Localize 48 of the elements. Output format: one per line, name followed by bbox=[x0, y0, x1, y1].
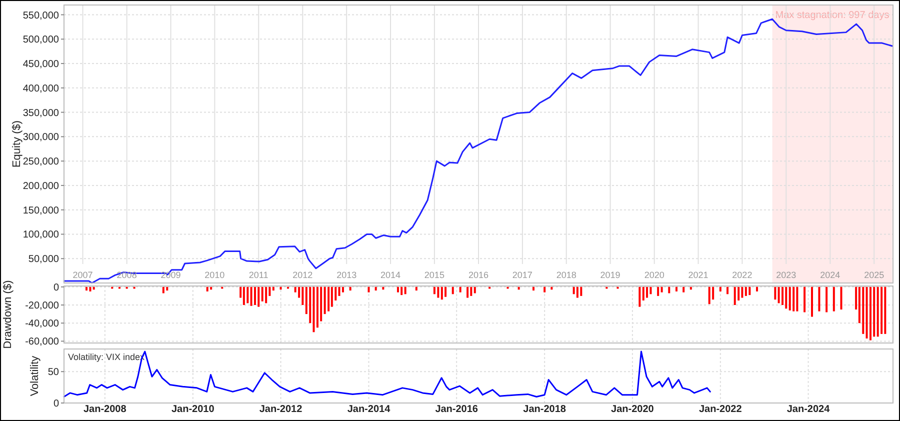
y-axis-title: Equity ($) bbox=[11, 120, 23, 168]
y-tick-label: 0 bbox=[53, 398, 60, 410]
y-tick-label: -60,000 bbox=[25, 336, 60, 348]
y-tick-label: -40,000 bbox=[25, 318, 60, 330]
y-tick-label: 100,000 bbox=[22, 230, 60, 241]
y-tick-label: 550,000 bbox=[22, 10, 60, 22]
x-tick-label: 2009 bbox=[160, 270, 181, 280]
y-tick-label: 400,000 bbox=[22, 83, 60, 94]
x-tick-label: 2021 bbox=[688, 270, 708, 280]
y-tick-label: 50,000 bbox=[28, 254, 60, 266]
x-tick-label: Jan-2018 bbox=[523, 404, 566, 415]
x-tick-label: Jan-2014 bbox=[347, 404, 391, 415]
x-tick-label: Jan-2022 bbox=[699, 404, 742, 415]
x-tick-label: 2020 bbox=[644, 270, 664, 280]
x-tick-label: Jan-2008 bbox=[84, 404, 127, 415]
x-tick-label: 2022 bbox=[732, 270, 752, 280]
line-series bbox=[63, 350, 711, 398]
x-tick-label: 2019 bbox=[600, 270, 620, 280]
y-tick-label: 150,000 bbox=[22, 205, 60, 216]
y-tick-label: 250,000 bbox=[22, 156, 60, 168]
x-tick-label: 2007 bbox=[72, 270, 93, 280]
x-tick-label: Jan-2010 bbox=[171, 404, 215, 415]
y-axis-title: Drawdown ($) bbox=[2, 280, 14, 349]
x-tick-label: 2015 bbox=[424, 270, 444, 280]
x-tick-label: 2023 bbox=[776, 270, 796, 280]
x-tick-label: 2014 bbox=[380, 270, 401, 280]
x-tick-label: 2012 bbox=[292, 270, 313, 280]
y-tick-label: 0 bbox=[53, 282, 60, 294]
y-tick-label: 350,000 bbox=[22, 108, 60, 119]
y-tick-label: -20,000 bbox=[25, 300, 60, 312]
y-axis-title: Volatility bbox=[29, 355, 41, 396]
x-tick-label: 2013 bbox=[336, 270, 357, 280]
y-tick-label: 200,000 bbox=[22, 180, 60, 192]
x-tick-label: 2010 bbox=[204, 270, 225, 280]
x-tick-label: 2024 bbox=[820, 270, 840, 280]
x-tick-label: Jan-2012 bbox=[259, 404, 303, 415]
x-tick-label: 2025 bbox=[864, 270, 884, 280]
y-tick-label: 50 bbox=[48, 367, 60, 378]
x-tick-label: 2018 bbox=[556, 270, 576, 280]
x-tick-label: Jan-2016 bbox=[435, 404, 478, 415]
y-tick-label: 300,000 bbox=[22, 132, 60, 144]
x-tick-label: Jan-2020 bbox=[611, 404, 654, 415]
y-tick-label: 450,000 bbox=[22, 59, 60, 70]
y-tick-label: 500,000 bbox=[22, 34, 60, 46]
x-tick-label: 2011 bbox=[248, 270, 268, 280]
x-tick-label: 2016 bbox=[468, 270, 489, 280]
x-tick-label: Jan-2024 bbox=[786, 404, 830, 415]
x-tick-label: 2017 bbox=[512, 270, 532, 280]
